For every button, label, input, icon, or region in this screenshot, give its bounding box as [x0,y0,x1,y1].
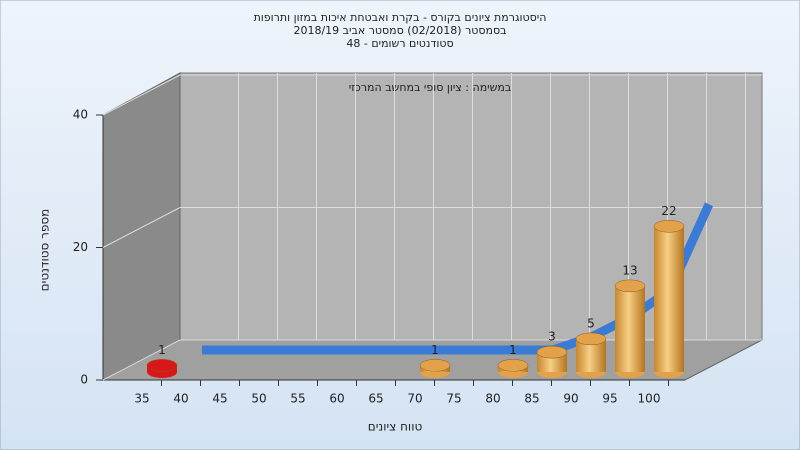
x-tick-label: 75 [446,392,461,406]
value-label: 1 [431,343,439,357]
left-wall [102,72,181,381]
value-label: 1 [158,343,166,357]
y-tick-label: 20 [73,240,88,254]
x-tick-label: 95 [602,392,617,406]
x-tick-label: 60 [329,392,344,406]
bar-part [536,345,568,359]
x-tick-label: 100 [638,392,661,406]
title-line: היסטוגרמת ציונים בקורס - בקרת ואבטחת איכ… [254,11,547,24]
x-tick-label: 35 [134,392,149,406]
bar [536,345,568,378]
bar-part [614,279,646,293]
bar-part [146,359,178,372]
x-tick-label: 45 [212,392,227,406]
x-tick-label: 40 [173,392,188,406]
bar [419,359,451,378]
title-block: היסטוגרמת ציונים בקורס - בקרת ואבטחת איכ… [254,11,547,50]
value-label: 1 [509,343,517,357]
bar-part [575,332,607,346]
bar [575,332,607,378]
bar-part [653,220,685,233]
value-label: 13 [622,263,637,277]
bar [653,220,685,378]
x-tick-label: 65 [368,392,383,406]
y-tick-label: 40 [73,108,88,122]
y-tick-label: 0 [80,373,88,387]
x-tick-label: 80 [485,392,500,406]
x-tick-label: 50 [251,392,266,406]
x-tick-label: 55 [290,392,305,406]
y-axis-title: מספר סטודנטים [38,209,52,292]
x-tick-label: 70 [407,392,422,406]
bar-part [615,285,645,372]
bar-part [654,226,684,372]
bar-part [497,359,529,372]
x-axis-title: טווח ציונים [368,420,423,434]
bar [614,279,646,378]
bar [146,359,178,378]
subtitle: במשימה : ציון סופי במחשב המרכזי [349,81,512,94]
value-label: 5 [587,316,595,330]
grid-line [102,207,181,248]
grid-line [102,339,181,381]
title-line: בסמסטר (02/2018) סמסטר אביב 2018/19 [293,24,506,37]
value-label: 3 [548,330,556,344]
value-label: 22 [661,204,676,218]
grid-line [102,74,181,116]
bar [497,359,529,378]
title-line: סטודנטים רשומים - 48 [346,37,453,50]
bar-part [419,359,451,372]
x-tick-label: 85 [524,392,539,406]
x-tick-label: 90 [563,392,578,406]
